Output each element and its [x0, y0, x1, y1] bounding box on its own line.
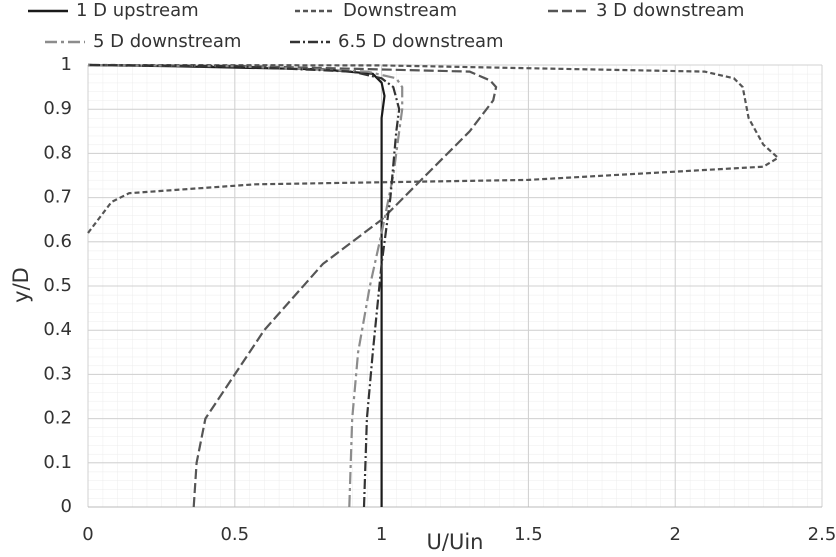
- x-tick-label: 2.5: [808, 524, 836, 545]
- y-tick-label: 0.8: [43, 142, 72, 163]
- y-tick-label: 0: [61, 496, 72, 517]
- y-tick-label: 0.4: [43, 319, 72, 340]
- y-tick-label: 0.5: [43, 275, 72, 296]
- x-tick-label: 1.5: [514, 524, 543, 545]
- x-axis-label: U/Uin: [427, 530, 484, 554]
- y-axis-label: y/D: [9, 267, 33, 303]
- legend-label: 6.5 D downstream: [338, 31, 504, 52]
- series-line: [87, 63, 401, 508]
- x-tick-label: 0.5: [220, 524, 249, 545]
- y-tick-label: 1: [61, 54, 72, 75]
- y-tick-label: 0.6: [43, 231, 72, 252]
- legend-label: Downstream: [343, 0, 457, 21]
- y-tick-label: 0.2: [43, 408, 72, 429]
- legend-label: 1 D upstream: [76, 0, 199, 21]
- x-tick-label: 2: [669, 524, 680, 545]
- x-tick-label: 1: [376, 524, 387, 545]
- y-tick-label: 0.1: [43, 452, 72, 473]
- y-tick-label: 0.7: [43, 187, 72, 208]
- legend-label: 3 D downstream: [596, 0, 744, 21]
- legend-label: 5 D downstream: [93, 31, 241, 52]
- y-tick-label: 0.9: [43, 98, 72, 119]
- series-line: [87, 63, 404, 508]
- y-tick-label: 0.3: [43, 363, 72, 384]
- series-line: [87, 63, 780, 234]
- x-tick-label: 0: [82, 524, 93, 545]
- series-line: [87, 63, 498, 508]
